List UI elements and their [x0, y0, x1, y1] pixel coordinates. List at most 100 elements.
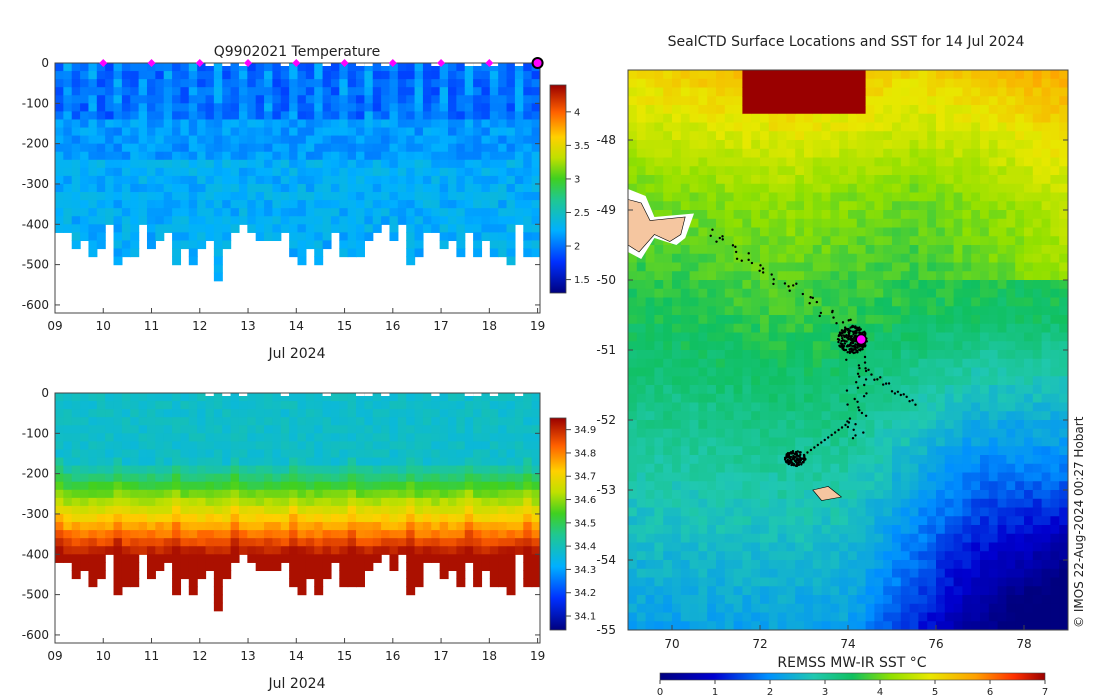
- sst-cell: [848, 586, 858, 596]
- temperature-cell: [372, 87, 382, 96]
- salinity-cell: [481, 530, 491, 539]
- salinity-cell: [514, 473, 524, 483]
- sst-cell: [795, 87, 805, 97]
- salinity-cell: [272, 546, 282, 555]
- salinity-cell: [71, 481, 81, 491]
- salinity-cell: [146, 401, 156, 410]
- temperature-cell: [205, 232, 215, 242]
- sst-cell: [909, 437, 919, 447]
- temperature-cell: [96, 151, 106, 161]
- temperature-cell: [247, 63, 257, 72]
- sst-cell: [689, 227, 699, 237]
- salinity-cell: [280, 441, 290, 451]
- salinity-cell: [230, 401, 240, 410]
- temperature-cell: [230, 135, 240, 145]
- salinity-cell: [96, 562, 106, 572]
- temperature-cell: [88, 159, 98, 169]
- temperature-cell: [80, 71, 90, 80]
- sst-cell: [707, 245, 717, 255]
- salinity-cell: [422, 538, 432, 547]
- sst-cell: [698, 507, 708, 517]
- salinity-cell: [205, 465, 215, 475]
- sst-cell: [698, 218, 708, 228]
- sst-cell: [812, 551, 823, 561]
- sst-cell: [645, 315, 655, 325]
- sst-cell: [848, 542, 858, 552]
- temperature-cell: [498, 151, 508, 161]
- temperature-cell: [389, 87, 399, 96]
- salinity-cell: [473, 505, 483, 515]
- sst-cell: [707, 463, 717, 473]
- salinity-cell: [372, 441, 382, 451]
- temperature-cell: [280, 192, 290, 201]
- sst-cell: [874, 446, 884, 456]
- salinity-cell: [330, 546, 340, 555]
- salinity-cell: [230, 481, 240, 491]
- sst-cell: [918, 367, 928, 377]
- sst-cell: [636, 455, 647, 465]
- sst-cell: [716, 253, 726, 263]
- salinity-cell: [238, 481, 248, 491]
- salinity-cell: [389, 409, 399, 418]
- sst-cell: [680, 525, 691, 535]
- salinity-cell: [71, 513, 81, 523]
- salinity-cell: [272, 530, 282, 539]
- sst-cell: [680, 507, 691, 517]
- salinity-cell: [297, 505, 307, 515]
- temperature-cell: [222, 192, 232, 201]
- temperature-cell: [247, 208, 257, 217]
- temperature-cell: [422, 167, 432, 177]
- sst-cell: [654, 297, 664, 307]
- temperature-cell: [297, 192, 307, 201]
- temperature-cell: [414, 224, 424, 233]
- temperature-cell: [180, 216, 190, 225]
- temperature-cell: [63, 135, 73, 145]
- sst-cell: [883, 236, 893, 246]
- salinity-cell: [322, 530, 332, 539]
- temperature-cell: [314, 256, 324, 266]
- temperature-cell: [138, 192, 148, 201]
- sst-cell: [874, 393, 884, 403]
- salinity-cell: [314, 497, 324, 507]
- salinity-cell: [305, 530, 315, 539]
- salinity-cell: [489, 417, 499, 426]
- temperature-cell: [439, 151, 449, 161]
- sst-cell: [812, 271, 823, 281]
- temperature-cell: [230, 224, 240, 233]
- temperature-cell: [63, 175, 73, 185]
- sst-cell: [812, 595, 823, 605]
- sst-cell: [760, 358, 770, 368]
- sst-cell: [654, 113, 664, 123]
- y-tick-label: -600: [22, 298, 49, 312]
- temperature-cell: [439, 95, 449, 104]
- salinity-cell: [347, 409, 357, 418]
- temperature-cell: [264, 119, 274, 129]
- sst-cell: [777, 350, 787, 360]
- sst-cell: [636, 472, 647, 482]
- temperature-cell: [188, 103, 198, 112]
- salinity-cell: [456, 530, 466, 539]
- sst-cell: [628, 402, 638, 412]
- sst-cell: [733, 507, 743, 517]
- temperature-cell: [138, 127, 148, 137]
- salinity-cell: [146, 497, 156, 507]
- temperature-cell: [389, 175, 399, 185]
- sst-cell: [707, 393, 717, 403]
- sst-cell: [909, 183, 919, 193]
- salinity-cell: [255, 530, 265, 539]
- x-tick-label: 14: [289, 319, 304, 333]
- sst-cell: [760, 315, 770, 325]
- temperature-cell: [330, 63, 340, 72]
- salinity-cell: [314, 562, 324, 572]
- salinity-cell: [356, 530, 365, 539]
- sst-cell: [698, 332, 708, 342]
- temperature-cell: [506, 208, 516, 217]
- sst-cell: [689, 271, 699, 281]
- salinity-cell: [347, 489, 357, 499]
- temperature-cell: [222, 216, 232, 225]
- sst-cell: [742, 87, 752, 97]
- temperature-cell: [55, 175, 64, 185]
- sst-cell: [874, 227, 884, 237]
- sst-cell: [918, 603, 928, 613]
- temperature-cell: [439, 87, 449, 96]
